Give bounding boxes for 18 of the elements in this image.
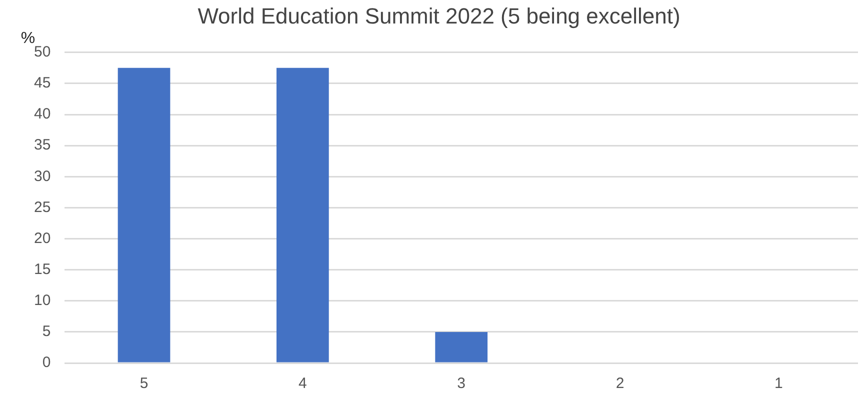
x-tick-label: 3: [457, 375, 466, 392]
y-tick-label: 10: [34, 292, 51, 310]
y-tick-label: 20: [34, 230, 51, 247]
y-tick-label: 5: [42, 323, 51, 340]
x-tick-label: 5: [140, 375, 148, 392]
y-tick-label: 25: [34, 198, 51, 216]
x-tick-label: 2: [616, 375, 624, 392]
y-tick-label: 40: [34, 106, 51, 123]
y-tick-label: 50: [34, 44, 51, 61]
x-tick-label: 1: [774, 375, 783, 392]
y-tick-label: 0: [42, 354, 51, 372]
y-tick-label: 30: [34, 168, 51, 185]
chart-title: World Education Summit 2022 (5 being excellent): [198, 3, 680, 28]
x-tick-label: 4: [298, 375, 307, 392]
y-tick-label: 35: [34, 136, 51, 154]
y-axis-title: %: [20, 30, 36, 47]
y-tick-label: 15: [34, 260, 51, 278]
y-tick-label: 45: [34, 74, 51, 92]
